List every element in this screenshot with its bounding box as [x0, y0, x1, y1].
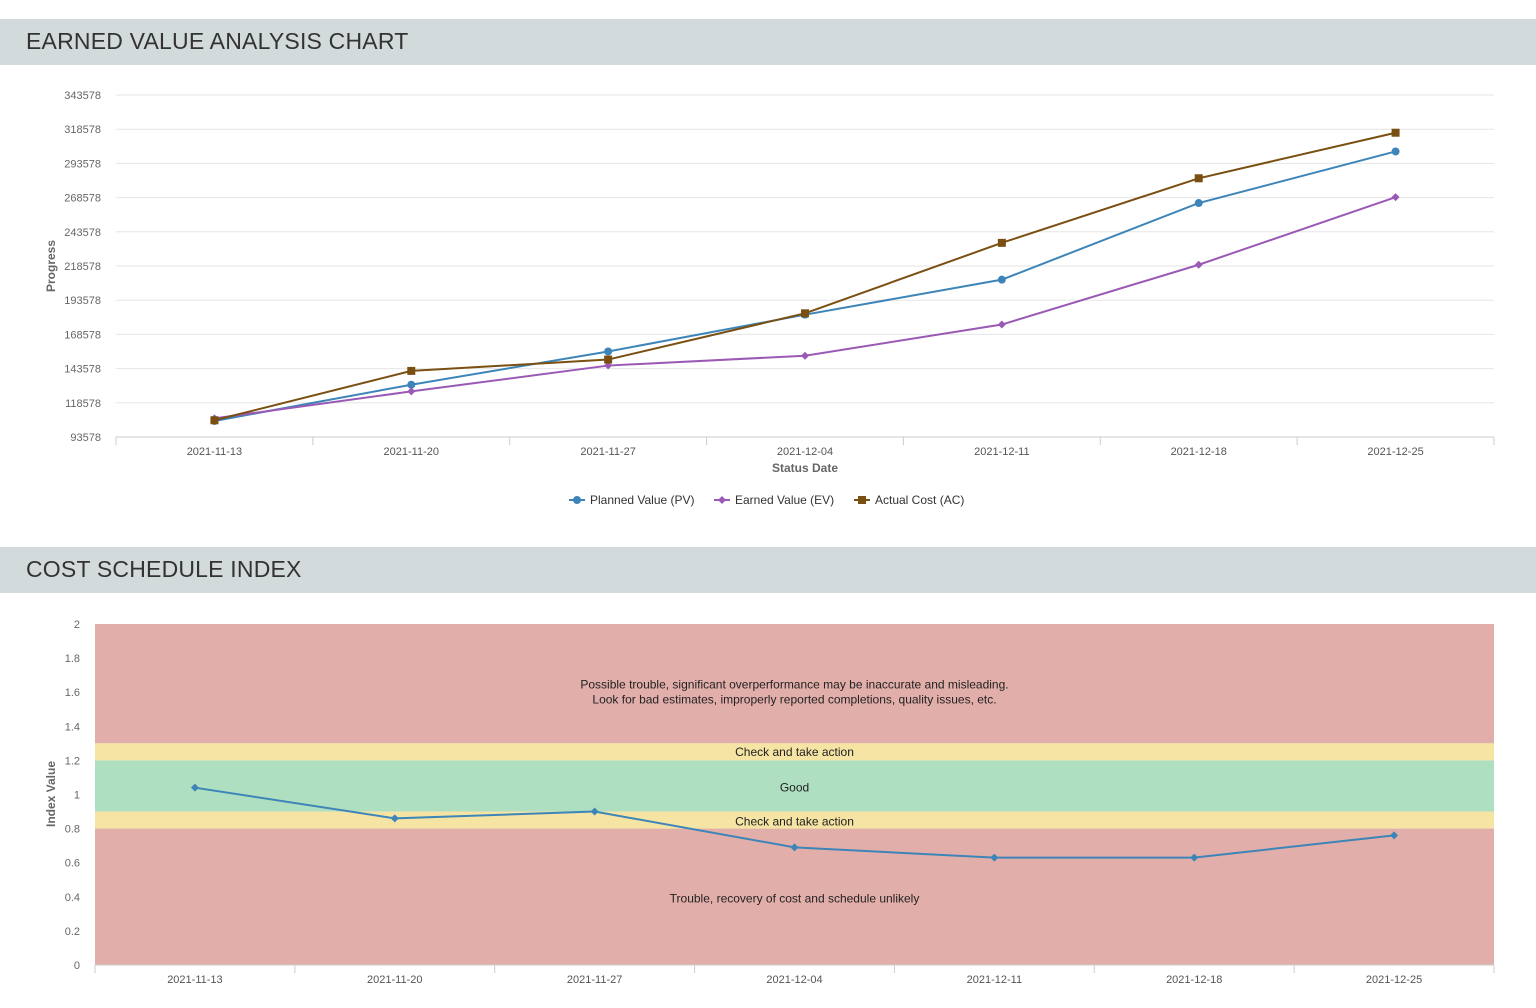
data-point: [190, 783, 199, 792]
data-point: [604, 347, 613, 356]
y-axis-title: Progress: [44, 240, 58, 292]
data-point: [407, 366, 416, 375]
x-tick-label: 2021-11-20: [384, 446, 439, 458]
data-point: [790, 843, 799, 852]
legend-label: Planned Value (PV): [590, 493, 695, 507]
y-tick-label: 243578: [64, 227, 101, 239]
legend-label: Earned Value (EV): [735, 493, 834, 507]
x-tick-label: 2021-11-13: [167, 974, 222, 986]
y-tick-label: 318578: [64, 124, 101, 136]
y-tick-label: 0.8: [65, 824, 80, 836]
data-point: [590, 807, 599, 816]
data-point: [801, 351, 809, 360]
y-tick-label: 193578: [64, 295, 101, 307]
x-tick-label: 2021-12-18: [1166, 974, 1222, 986]
y-tick-label: 1.6: [65, 687, 80, 699]
y-tick-label: 0.4: [65, 892, 80, 904]
x-tick-label: 2021-12-11: [974, 446, 1029, 458]
x-tick-label: 2021-12-25: [1367, 446, 1423, 458]
x-tick-label: 2021-11-13: [187, 446, 242, 458]
data-point: [407, 387, 416, 396]
x-tick-label: 2021-12-04: [777, 446, 833, 458]
y-tick-label: 93578: [70, 432, 101, 444]
ev-section-title: EARNED VALUE ANALYSIS CHART: [26, 28, 409, 54]
data-point: [997, 275, 1006, 284]
legend-label: Actual Cost (AC): [875, 493, 964, 507]
legend-marker: [858, 496, 866, 504]
x-tick-label: 2021-12-11: [967, 974, 1022, 986]
band-label: Look for bad estimates, improperly repor…: [592, 693, 996, 707]
ev-section-header: EARNED VALUE ANALYSIS CHART: [0, 19, 1536, 65]
data-point: [1391, 193, 1400, 202]
data-point: [604, 361, 613, 370]
x-tick-label: 2021-12-18: [1171, 446, 1227, 458]
x-tick-label: 2021-11-27: [580, 446, 635, 458]
y-tick-label: 0.2: [65, 926, 80, 938]
index-band: [95, 743, 1494, 761]
y-tick-label: 0: [74, 960, 80, 972]
band-label: Good: [780, 781, 809, 795]
data-point: [1190, 853, 1199, 862]
y-tick-label: 218578: [64, 261, 101, 273]
index-band: [95, 760, 1494, 812]
data-point: [604, 355, 613, 364]
legend-marker: [718, 496, 726, 504]
data-point: [390, 814, 399, 823]
data-point: [1194, 174, 1203, 183]
y-tick-label: 293578: [64, 158, 101, 170]
x-tick-label: 2021-12-04: [766, 974, 822, 986]
x-tick-label: 2021-11-27: [567, 974, 622, 986]
y-tick-label: 0.6: [65, 858, 80, 870]
data-point: [1390, 831, 1399, 840]
data-point: [801, 309, 809, 318]
y-tick-label: 1.4: [65, 721, 80, 733]
y-tick-label: 168578: [64, 329, 101, 341]
y-tick-label: 143578: [64, 364, 101, 376]
data-point: [1391, 147, 1400, 156]
csi-section-header: COST SCHEDULE INDEX: [0, 547, 1536, 593]
data-point: [990, 853, 999, 862]
earned-value-chart: 93578 118578 143578 168578 193578 218578 24357…: [44, 90, 1495, 507]
data-point: [997, 238, 1006, 247]
x-axis-title: Status Date: [772, 461, 838, 475]
data-point: [1194, 260, 1203, 269]
y-tick-label: 118578: [65, 398, 101, 410]
data-point: [210, 416, 219, 425]
x-tick-label: 2021-12-25: [1366, 974, 1422, 986]
band-label: Trouble, recovery of cost and schedule u…: [670, 892, 920, 906]
x-tick-label: 2021-11-20: [367, 974, 422, 986]
y-tick-label: 1.8: [65, 653, 80, 665]
y-tick-label: 2: [74, 619, 80, 631]
y-tick-label: 268578: [64, 193, 101, 205]
y-tick-label: 1.2: [65, 755, 80, 767]
data-point: [1391, 128, 1400, 137]
data-point: [997, 320, 1006, 329]
band-label: Possible trouble, significant overperfor…: [580, 678, 1008, 692]
band-label: Check and take action: [735, 814, 854, 828]
y-tick-label: 1: [74, 790, 80, 802]
legend-marker: [573, 496, 581, 504]
csi-section-title: COST SCHEDULE INDEX: [26, 556, 302, 582]
index-band: [95, 624, 1494, 744]
y-axis-title: Index Value: [44, 761, 58, 827]
data-point: [1194, 199, 1203, 208]
band-label: Check and take action: [735, 745, 854, 759]
data-point: [407, 380, 416, 389]
y-tick-label: 343578: [64, 90, 101, 102]
